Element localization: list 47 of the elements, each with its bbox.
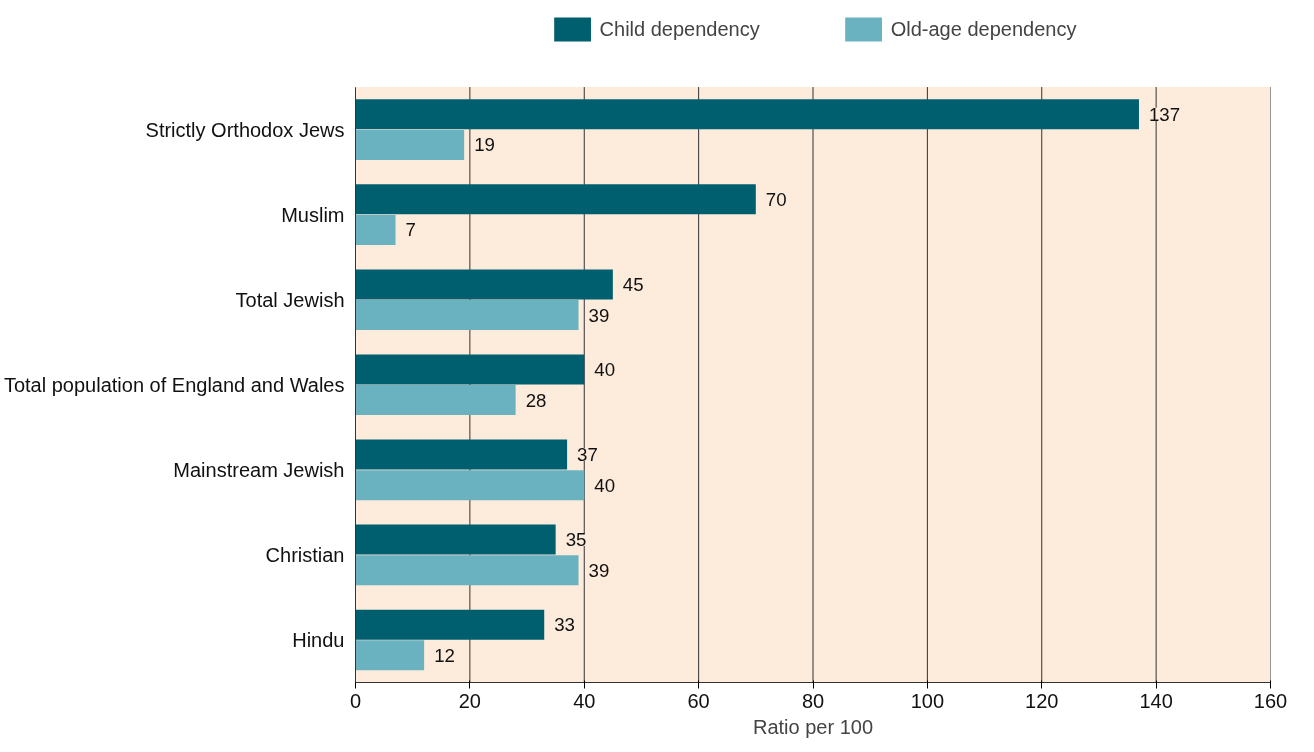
bar <box>355 300 579 331</box>
legend-label: Child dependency <box>599 17 760 41</box>
x-tick-label: 140 <box>1139 689 1173 712</box>
x-tick-label: 40 <box>573 689 596 712</box>
data-label: 40 <box>594 358 616 380</box>
data-label: 39 <box>588 304 610 326</box>
x-tick-label: 20 <box>458 689 481 712</box>
bar <box>355 354 585 385</box>
bar <box>355 609 545 640</box>
y-tick-label: Total population of England and Wales <box>3 373 345 396</box>
data-label: 7 <box>405 219 416 241</box>
bar <box>355 99 1139 130</box>
bar <box>355 524 556 555</box>
bar <box>355 439 568 470</box>
data-label: 35 <box>565 529 587 551</box>
data-label: 19 <box>474 134 495 156</box>
bar <box>355 385 516 416</box>
bar <box>355 470 585 501</box>
bar <box>355 129 465 160</box>
y-tick-label: Strictly Orthodox Jews <box>145 118 345 141</box>
x-tick-label: 80 <box>801 689 825 712</box>
x-axis-title: Ratio per 100 <box>752 715 874 738</box>
x-tick-label: 160 <box>1253 689 1288 712</box>
y-tick-label: Hindu <box>292 628 345 651</box>
bar <box>355 184 756 215</box>
data-label: 37 <box>577 444 598 466</box>
x-tick-label: 0 <box>349 689 362 712</box>
data-label: 45 <box>622 273 644 295</box>
x-tick-label: 100 <box>910 689 945 712</box>
data-label: 39 <box>588 559 610 581</box>
data-label: 28 <box>525 389 547 411</box>
data-label: 137 <box>1148 103 1181 125</box>
y-tick-label: Mainstream Jewish <box>173 458 345 481</box>
x-tick-label: 60 <box>687 689 710 712</box>
x-tick-label: 120 <box>1025 689 1059 712</box>
data-label: 40 <box>594 474 616 496</box>
y-tick-label: Total Jewish <box>235 288 345 311</box>
y-tick-label: Christian <box>265 543 345 566</box>
data-label: 12 <box>434 644 455 666</box>
bar <box>355 640 425 671</box>
data-label: 70 <box>765 188 787 210</box>
data-label: 33 <box>554 614 575 636</box>
legend-label: Old-age dependency <box>890 17 1077 41</box>
y-tick-label: Muslim <box>281 203 345 226</box>
bar <box>355 214 396 245</box>
bar <box>355 269 613 300</box>
bar <box>355 555 579 586</box>
